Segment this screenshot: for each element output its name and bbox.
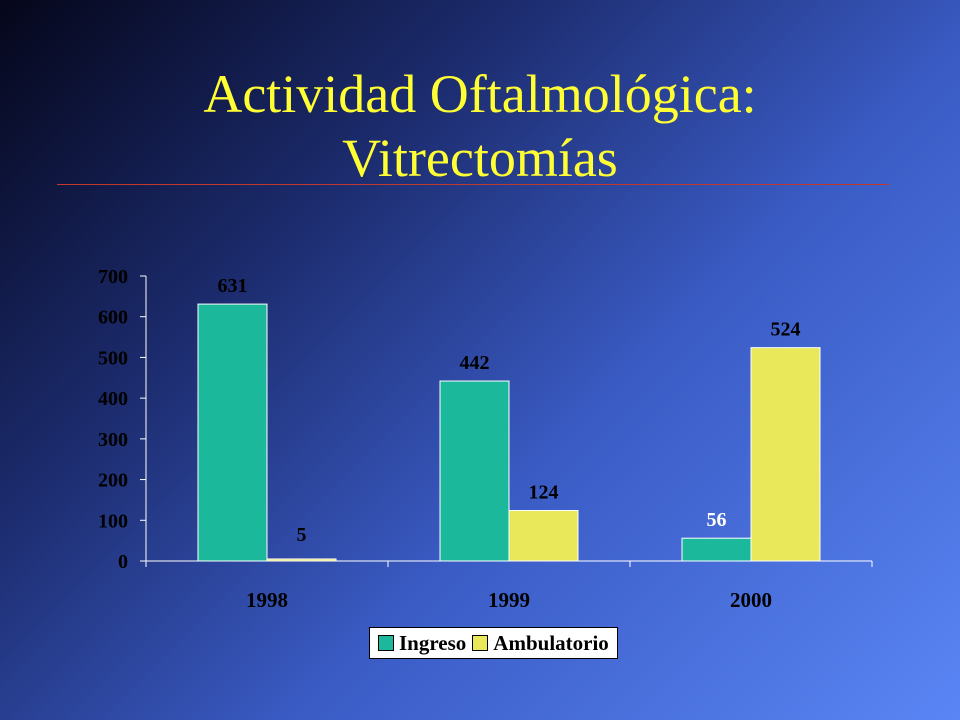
x-tick-label: 1998 — [246, 588, 288, 612]
bar-ingreso-1999 — [439, 380, 510, 562]
y-tick-label: 0 — [118, 551, 128, 573]
x-tick-label: 1999 — [488, 588, 530, 612]
y-tick-label: 500 — [98, 347, 128, 369]
y-tick-label: 700 — [98, 266, 128, 288]
data-label: 56 — [707, 509, 727, 531]
title-line-2: Vitrectomías — [342, 128, 618, 188]
legend-item-ambulatorio: Ambulatorio — [472, 631, 609, 656]
legend-label-ingreso: Ingreso — [399, 630, 467, 655]
legend-swatch-ingreso — [378, 635, 394, 651]
data-label: 524 — [771, 319, 801, 341]
chart-legend: Ingreso Ambulatorio — [369, 627, 618, 659]
y-tick-label: 100 — [98, 510, 128, 532]
y-tick-label: 400 — [98, 388, 128, 410]
data-label: 442 — [460, 352, 490, 374]
data-label: 5 — [297, 524, 307, 546]
legend-item-ingreso: Ingreso — [378, 631, 466, 656]
bar-ambulatorio-2000 — [750, 347, 821, 562]
y-tick-label: 300 — [98, 429, 128, 451]
slide-title: Actividad Oftalmológica: Vitrectomías — [60, 62, 900, 190]
title-line-1: Actividad Oftalmológica: — [203, 64, 757, 124]
bar-ingreso-1998 — [197, 303, 268, 562]
bar-ingreso-2000 — [681, 537, 752, 562]
bar-ambulatorio-1999 — [508, 510, 579, 562]
legend-label-ambulatorio: Ambulatorio — [493, 630, 609, 655]
bar-ambulatorio-1998 — [266, 558, 337, 562]
x-tick-label: 2000 — [730, 588, 772, 612]
data-label: 631 — [218, 275, 248, 297]
legend-swatch-ambulatorio — [472, 635, 489, 651]
data-label: 124 — [529, 482, 559, 504]
title-divider — [57, 184, 889, 185]
y-tick-label: 600 — [98, 307, 128, 329]
y-tick-label: 200 — [98, 470, 128, 492]
